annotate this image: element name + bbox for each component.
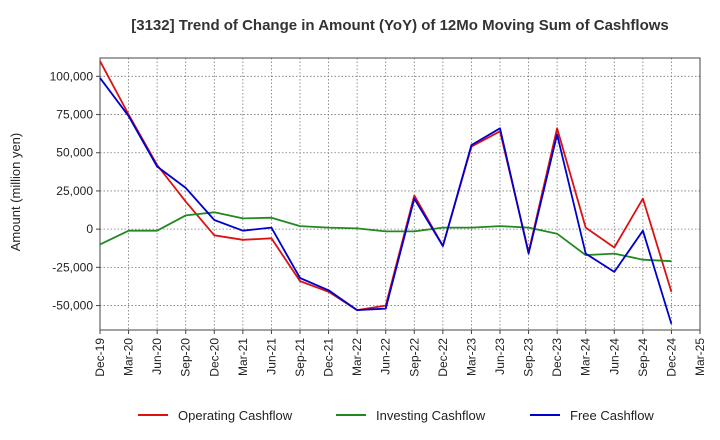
x-tick-label: Mar-22 <box>350 338 364 376</box>
y-tick-label: 0 <box>86 222 93 236</box>
plot-frame <box>99 57 701 331</box>
x-tick-label: Mar-20 <box>122 338 136 376</box>
x-tick-label: Sep-24 <box>636 338 650 377</box>
y-tick-label: 100,000 <box>50 69 94 83</box>
x-tick-label: Jun-22 <box>379 338 393 375</box>
x-tick-label: Mar-24 <box>579 338 593 376</box>
x-tick-label: Jun-24 <box>607 338 621 375</box>
y-tick-label: -50,000 <box>52 299 93 313</box>
y-tick-label: 75,000 <box>56 108 93 122</box>
x-tick-label: Dec-24 <box>664 338 678 377</box>
x-tick-label: Mar-21 <box>236 338 250 376</box>
x-tick-label: Sep-22 <box>407 338 421 377</box>
legend-label-investing-cashflow: Investing Cashflow <box>376 408 486 423</box>
x-tick-label: Sep-23 <box>522 338 536 377</box>
y-tick-label: 50,000 <box>56 146 93 160</box>
chart-title: [3132] Trend of Change in Amount (YoY) o… <box>131 17 669 34</box>
legend-label-operating-cashflow: Operating Cashflow <box>178 408 293 423</box>
x-tick-label: Sep-20 <box>179 338 193 377</box>
x-tick-label: Jun-23 <box>493 338 507 375</box>
series-lines <box>99 60 673 325</box>
x-tick-label: Dec-23 <box>550 338 564 377</box>
legend-label-free-cashflow: Free Cashflow <box>570 408 654 423</box>
investing-cashflow-line <box>99 211 672 263</box>
legend: Operating Cashflow Investing Cashflow Free… <box>138 408 654 423</box>
y-tick-label: -25,000 <box>52 260 93 274</box>
x-tick-label: Jun-20 <box>150 338 164 375</box>
x-tick-label: Sep-21 <box>293 338 307 377</box>
y-tick-label: 25,000 <box>56 184 93 198</box>
y-axis: 100,000 75,000 50,000 25,000 0 -25,000 -50,000 <box>50 69 100 313</box>
x-tick-label: Dec-22 <box>436 338 450 377</box>
x-tick-label: Dec-21 <box>322 338 336 377</box>
y-axis-label: Amount (million yen) <box>8 133 23 252</box>
x-axis: Dec-19 Mar-20 Jun-20 Sep-20 Dec-20 Mar-21 Jun-… <box>93 330 707 377</box>
x-tick-label: Mar-23 <box>464 338 478 376</box>
x-tick-label: Jun-21 <box>264 338 278 375</box>
x-tick-label: Mar-25 <box>693 338 707 376</box>
x-tick-label: Dec-19 <box>93 338 107 377</box>
x-tick-label: Dec-20 <box>207 338 221 377</box>
free-cashflow-line <box>99 77 673 325</box>
